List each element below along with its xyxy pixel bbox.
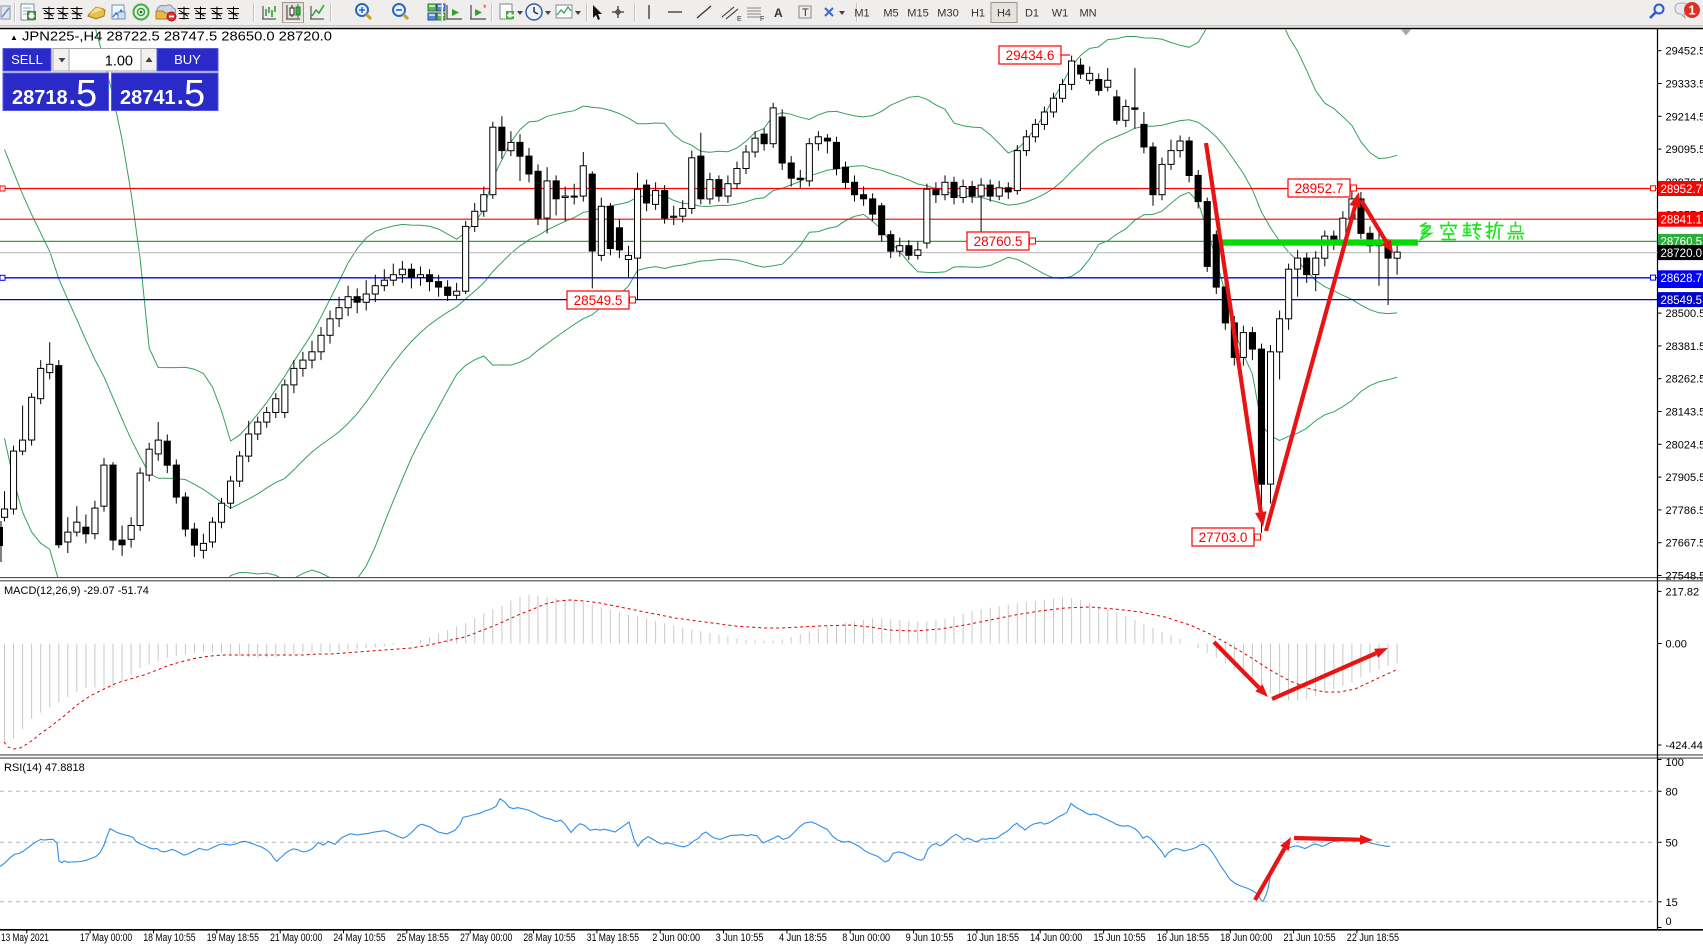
svg-text:M30: M30 xyxy=(937,8,958,20)
svg-text:28381.5: 28381.5 xyxy=(1666,341,1703,353)
svg-text:1: 1 xyxy=(1689,4,1696,18)
svg-text:29333.5: 29333.5 xyxy=(1666,79,1703,91)
svg-text:1.00: 1.00 xyxy=(105,54,133,70)
svg-text:28841.1: 28841.1 xyxy=(1661,215,1703,227)
svg-text:8 Jun 00:00: 8 Jun 00:00 xyxy=(842,932,890,944)
svg-text:80: 80 xyxy=(1666,786,1678,798)
svg-text:MN: MN xyxy=(1079,8,1096,20)
svg-text:27703.0: 27703.0 xyxy=(1199,530,1248,545)
svg-text:5: 5 xyxy=(76,73,97,115)
svg-text:15 Jun 10:55: 15 Jun 10:55 xyxy=(1094,932,1146,944)
svg-text:-424.44: -424.44 xyxy=(1666,740,1703,752)
svg-text:15: 15 xyxy=(1666,897,1678,909)
svg-text:5: 5 xyxy=(184,73,205,115)
svg-text:31 May 18:55: 31 May 18:55 xyxy=(587,932,639,944)
svg-text:28720.0: 28720.0 xyxy=(1661,248,1703,260)
svg-text:E: E xyxy=(737,16,742,23)
svg-text:18 Jun 00:00: 18 Jun 00:00 xyxy=(1220,932,1272,944)
svg-text:28760.5: 28760.5 xyxy=(974,234,1023,249)
svg-text:9 Jun 10:55: 9 Jun 10:55 xyxy=(906,932,954,944)
svg-text:H4: H4 xyxy=(997,8,1011,20)
svg-text:H1: H1 xyxy=(971,8,985,20)
svg-text:29095.5: 29095.5 xyxy=(1666,144,1703,156)
svg-text:2 Jun 00:00: 2 Jun 00:00 xyxy=(652,932,700,944)
svg-text:27 May 00:00: 27 May 00:00 xyxy=(460,932,512,944)
svg-text:MACD(12,26,9) -29.07 -51.74: MACD(12,26,9) -29.07 -51.74 xyxy=(4,585,149,597)
svg-text:3 Jun 10:55: 3 Jun 10:55 xyxy=(716,932,764,944)
svg-text:M15: M15 xyxy=(907,8,928,20)
svg-text:14 Jun 00:00: 14 Jun 00:00 xyxy=(1030,932,1082,944)
svg-text:.: . xyxy=(177,83,184,110)
svg-text:JPN225-,H4 28722.5 28747.5 28: JPN225-,H4 28722.5 28747.5 28650.0 28720… xyxy=(22,29,332,44)
svg-text:0: 0 xyxy=(1666,916,1672,928)
svg-text:D1: D1 xyxy=(1025,8,1039,20)
svg-text:SELL: SELL xyxy=(11,52,43,67)
svg-text:27667.5: 27667.5 xyxy=(1666,538,1703,550)
svg-text:13 May 2021: 13 May 2021 xyxy=(1,932,49,944)
svg-text:24 May 10:55: 24 May 10:55 xyxy=(333,932,385,944)
svg-text:M1: M1 xyxy=(854,8,869,20)
svg-text:M5: M5 xyxy=(883,8,898,20)
svg-text:22 Jun 18:55: 22 Jun 18:55 xyxy=(1347,932,1399,944)
svg-text:27905.5: 27905.5 xyxy=(1666,472,1703,484)
svg-text:19 May 18:55: 19 May 18:55 xyxy=(207,932,259,944)
svg-text:10 Jun 18:55: 10 Jun 18:55 xyxy=(967,932,1019,944)
svg-text:21 Jun 10:55: 21 Jun 10:55 xyxy=(1284,932,1336,944)
svg-text:F: F xyxy=(760,16,764,23)
svg-text:RSI(14) 47.8818: RSI(14) 47.8818 xyxy=(4,762,85,774)
svg-text:▲: ▲ xyxy=(10,33,18,42)
svg-text:27786.5: 27786.5 xyxy=(1666,505,1703,517)
svg-text:BUY: BUY xyxy=(174,52,201,67)
svg-text:28628.7: 28628.7 xyxy=(1661,273,1703,285)
svg-text:28143.5: 28143.5 xyxy=(1666,407,1703,419)
svg-text:28024.5: 28024.5 xyxy=(1666,439,1703,451)
svg-text:A: A xyxy=(774,6,783,20)
svg-text:.: . xyxy=(69,83,76,110)
svg-text:100: 100 xyxy=(1666,757,1684,769)
svg-text:29452.5: 29452.5 xyxy=(1666,46,1703,58)
svg-text:*: * xyxy=(483,3,487,13)
svg-text:16 Jun 18:55: 16 Jun 18:55 xyxy=(1157,932,1209,944)
svg-text:29434.6: 29434.6 xyxy=(1006,48,1055,63)
svg-text:28952.7: 28952.7 xyxy=(1661,184,1703,196)
svg-text:28500.5: 28500.5 xyxy=(1666,308,1703,320)
svg-text:28718: 28718 xyxy=(12,87,68,109)
svg-text:28952.7: 28952.7 xyxy=(1295,181,1344,196)
svg-text:50: 50 xyxy=(1666,837,1678,849)
svg-text:21 May 00:00: 21 May 00:00 xyxy=(270,932,322,944)
svg-text:28 May 10:55: 28 May 10:55 xyxy=(523,932,575,944)
svg-text:28549.5: 28549.5 xyxy=(1661,295,1703,307)
svg-text:28262.5: 28262.5 xyxy=(1666,374,1703,386)
svg-text:4 Jun 18:55: 4 Jun 18:55 xyxy=(779,932,827,944)
svg-text:29214.5: 29214.5 xyxy=(1666,111,1703,123)
svg-text:W1: W1 xyxy=(1052,8,1069,20)
svg-text:28741: 28741 xyxy=(120,87,176,109)
svg-text:27548.5: 27548.5 xyxy=(1666,571,1703,583)
svg-text:217.82: 217.82 xyxy=(1666,586,1700,598)
svg-text:28549.5: 28549.5 xyxy=(574,293,623,308)
svg-text:0.00: 0.00 xyxy=(1666,639,1687,651)
svg-text:18 May 10:55: 18 May 10:55 xyxy=(143,932,195,944)
svg-text:25 May 18:55: 25 May 18:55 xyxy=(397,932,449,944)
svg-text:T: T xyxy=(802,7,809,19)
svg-text:17 May 00:00: 17 May 00:00 xyxy=(80,932,132,944)
